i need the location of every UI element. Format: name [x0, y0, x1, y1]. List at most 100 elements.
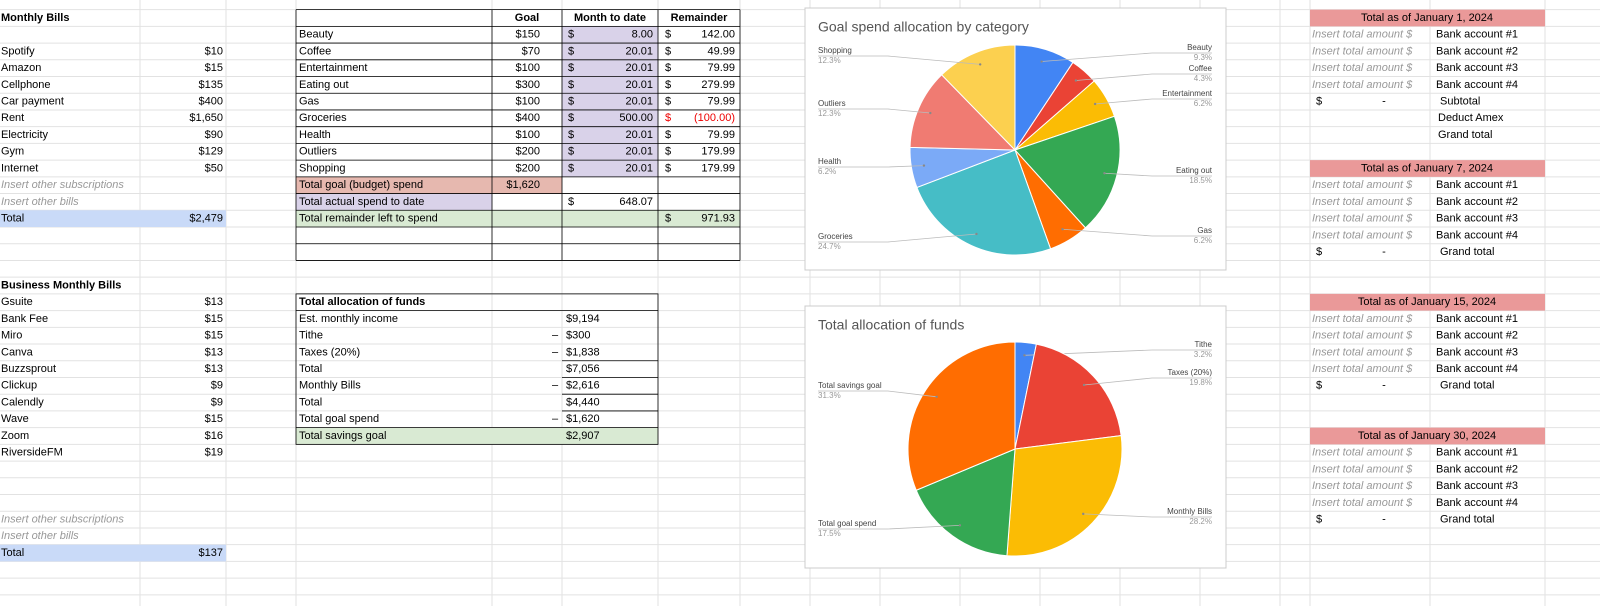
cell-fill	[296, 193, 492, 211]
slice-label: Entertainment	[1162, 89, 1213, 98]
slice-label: Gas	[1197, 226, 1212, 235]
cell-text: $	[1316, 514, 1322, 526]
cell-text: 20.01	[625, 162, 653, 174]
slice-value-label: 18.5%	[1189, 176, 1212, 185]
cell-text: 20.01	[625, 45, 653, 57]
cell-text: Total goal spend	[299, 413, 379, 425]
cell-text: Bank account #2	[1436, 45, 1518, 57]
leader-line	[818, 390, 937, 398]
cell-text: 971.93	[701, 213, 735, 225]
slice-label: Total goal spend	[818, 519, 876, 528]
cell-text: Insert other subscriptions	[1, 179, 124, 191]
cell-fill	[1310, 427, 1545, 445]
cell-text: Electricity	[1, 129, 49, 141]
cell-text: Bank account #2	[1436, 330, 1518, 342]
leader-dot	[978, 63, 982, 66]
cell-text: Subtotal	[1440, 96, 1480, 108]
cell-text: $15	[205, 313, 223, 325]
cell-text: 142.00	[701, 29, 735, 41]
cell-fill	[1310, 293, 1545, 311]
cell-fill	[296, 176, 562, 194]
leader-line	[1084, 377, 1212, 386]
cell-text: $16	[205, 430, 223, 442]
cell-text: Cellphone	[1, 79, 51, 91]
cell-text: Total	[299, 363, 322, 375]
cell-text: $	[665, 162, 671, 174]
cell-text: $300	[516, 79, 540, 91]
slice-value-label: 6.2%	[1194, 99, 1212, 108]
cell-text: $50	[205, 162, 223, 174]
chart-title: Total allocation of funds	[818, 317, 964, 333]
cell-text: Insert total amount $	[1312, 62, 1413, 74]
cell-text: $1,650	[189, 112, 223, 124]
block-title: Total as of January 7, 2024	[1361, 162, 1493, 174]
cell-text: Zoom	[1, 430, 29, 442]
cell-text: Monthly Bills	[299, 380, 361, 392]
leader-line	[818, 165, 924, 168]
cell-text: $1,620	[506, 179, 540, 191]
cell-text: Insert total amount $	[1312, 480, 1413, 492]
cell-text: 20.01	[625, 146, 653, 158]
cell-text: Bank account #1	[1436, 179, 1518, 191]
cell-text: Grand total	[1440, 380, 1494, 392]
leader-line	[818, 233, 977, 243]
cell-text: Insert other subscriptions	[1, 514, 124, 526]
cell-text: Insert total amount $	[1312, 196, 1413, 208]
cell-text: $70	[522, 45, 540, 57]
slice-label: Beauty	[1187, 43, 1212, 52]
slice-label: Outliers	[818, 99, 846, 108]
cell-text: Rent	[1, 112, 24, 124]
cell-text: $200	[516, 162, 540, 174]
cell-text: Bank account #3	[1436, 62, 1518, 74]
pie-slice	[915, 448, 1016, 557]
leader-line	[1075, 73, 1212, 81]
cell-text: $100	[516, 129, 540, 141]
cell-text: Bank account #2	[1436, 463, 1518, 475]
cell-text: Bank Fee	[1, 313, 48, 325]
cell-text: $1,620	[566, 413, 600, 425]
cell-fill	[296, 427, 658, 445]
cell-text: Amazon	[1, 62, 41, 74]
cell-text: Shopping	[299, 162, 346, 174]
cell-text: Total	[1, 213, 24, 225]
cell-text: $13	[205, 296, 223, 308]
cell-text: Bank account #3	[1436, 346, 1518, 358]
cell-text: $2,907	[566, 430, 600, 442]
slice-value-label: 31.3%	[818, 391, 841, 400]
cell-text: Taxes (20%)	[299, 346, 360, 358]
cell-text: $2,616	[566, 380, 600, 392]
leader-line	[1095, 98, 1212, 105]
cell-text: $	[568, 146, 574, 158]
cell-text: Insert total amount $	[1312, 229, 1413, 241]
pie-slice	[940, 44, 1016, 152]
cell-fill	[562, 26, 658, 177]
section-title: Monthly Bills	[1, 12, 69, 24]
cell-text: -	[1382, 96, 1386, 108]
column-header: Goal	[515, 12, 539, 24]
cell-text: Bank account #4	[1436, 229, 1518, 241]
cell-text: $400	[199, 96, 223, 108]
cell-text: $	[1316, 96, 1322, 108]
leader-dot	[1023, 354, 1026, 357]
cell-text: Internet	[1, 162, 38, 174]
cell-text: Grand total	[1438, 129, 1492, 141]
cell-text: $9	[211, 380, 223, 392]
cell-text: $	[568, 62, 574, 74]
leader-dot	[935, 395, 938, 399]
leader-line	[1104, 172, 1212, 177]
slice-value-label: 28.2%	[1189, 517, 1212, 526]
cell-text: Miro	[1, 330, 22, 342]
cell-text: $	[665, 79, 671, 91]
column-header: Remainder	[671, 12, 729, 24]
cell-text: Bank account #4	[1436, 363, 1518, 375]
cell-text: Insert other bills	[1, 530, 79, 542]
cell-text: -	[1382, 514, 1386, 526]
leader-line	[818, 108, 931, 114]
cell-text: –	[552, 346, 559, 358]
cell-text: $9	[211, 396, 223, 408]
cell-text: Insert total amount $	[1312, 463, 1413, 475]
cell-text: Est. monthly income	[299, 313, 398, 325]
cell-text: Canva	[1, 346, 34, 358]
cell-text: 20.01	[625, 129, 653, 141]
